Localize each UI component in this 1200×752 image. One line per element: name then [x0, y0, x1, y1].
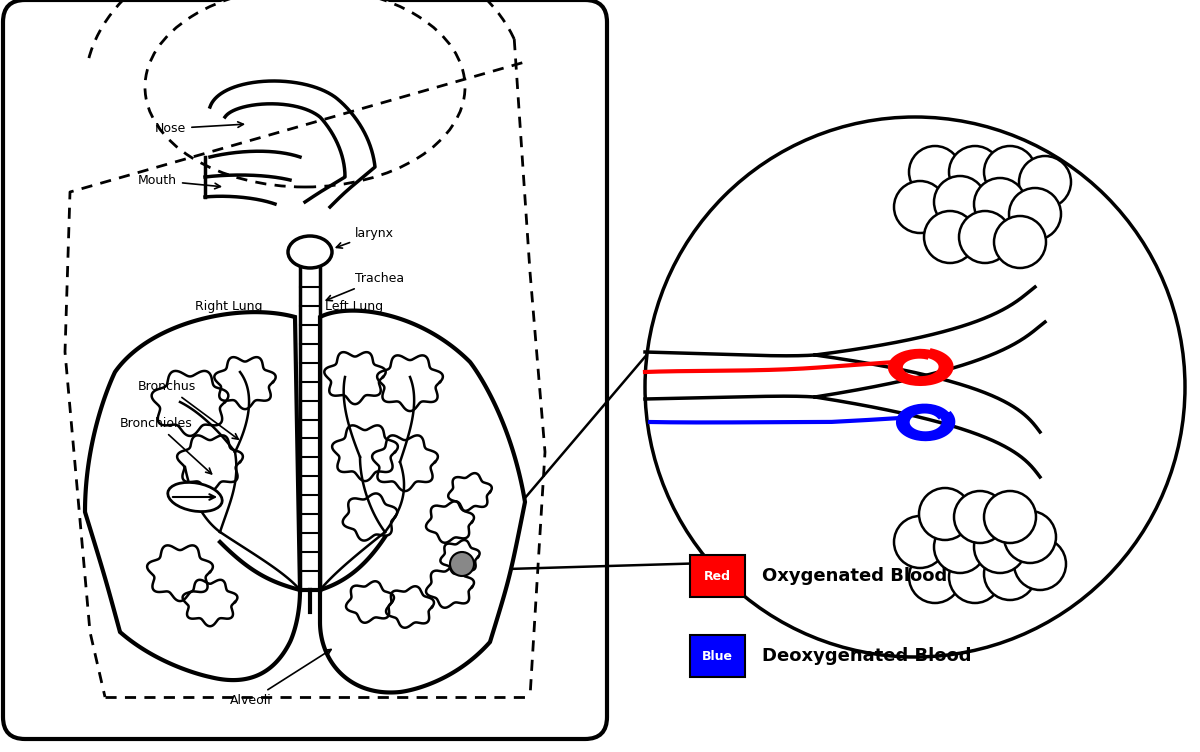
Text: Trachea: Trachea — [326, 272, 404, 301]
Circle shape — [959, 211, 1010, 263]
Circle shape — [984, 548, 1036, 600]
Text: Nose: Nose — [155, 122, 244, 135]
Text: Left Lung: Left Lung — [325, 300, 383, 313]
Circle shape — [646, 117, 1186, 657]
Text: Mouth: Mouth — [138, 174, 221, 189]
Circle shape — [984, 146, 1036, 198]
Circle shape — [1019, 156, 1072, 208]
Circle shape — [994, 216, 1046, 268]
Circle shape — [1009, 188, 1061, 240]
Circle shape — [949, 551, 1001, 603]
Text: Red: Red — [704, 569, 731, 583]
Circle shape — [894, 516, 946, 568]
Circle shape — [1014, 538, 1066, 590]
Polygon shape — [320, 311, 526, 693]
Text: Bronchioles: Bronchioles — [120, 417, 211, 474]
Circle shape — [949, 146, 1001, 198]
Circle shape — [934, 521, 986, 573]
Text: Right Lung: Right Lung — [194, 300, 263, 313]
Circle shape — [450, 552, 474, 576]
Circle shape — [954, 491, 1006, 543]
Circle shape — [934, 176, 986, 228]
Circle shape — [894, 181, 946, 233]
Text: larynx: larynx — [336, 227, 394, 248]
FancyBboxPatch shape — [690, 635, 745, 677]
Text: Alveoli: Alveoli — [230, 650, 331, 707]
Circle shape — [924, 211, 976, 263]
Text: Deoxygenated Blood: Deoxygenated Blood — [762, 647, 972, 665]
Ellipse shape — [288, 236, 332, 268]
Text: Bronchus: Bronchus — [138, 380, 239, 439]
Circle shape — [919, 488, 971, 540]
Ellipse shape — [168, 483, 222, 511]
Circle shape — [910, 551, 961, 603]
Text: Blue: Blue — [702, 650, 733, 663]
Text: Oxygenated Blood: Oxygenated Blood — [762, 567, 947, 585]
Circle shape — [1004, 511, 1056, 563]
Ellipse shape — [145, 0, 466, 187]
FancyBboxPatch shape — [690, 555, 745, 597]
Circle shape — [984, 491, 1036, 543]
Circle shape — [974, 521, 1026, 573]
FancyBboxPatch shape — [2, 0, 607, 739]
Circle shape — [910, 146, 961, 198]
Polygon shape — [85, 312, 300, 680]
Circle shape — [974, 178, 1026, 230]
